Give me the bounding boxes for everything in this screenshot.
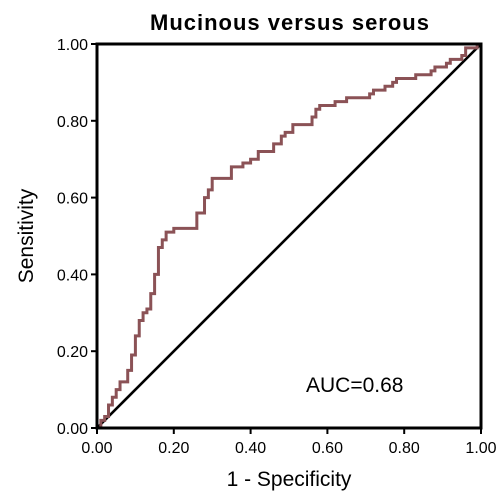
x-tick-label: 0.00 <box>81 440 112 457</box>
x-tick-label: 1.00 <box>465 440 496 457</box>
y-tick-label: 0.80 <box>57 114 88 131</box>
y-tick-label: 0.20 <box>57 344 88 361</box>
y-tick-label: 0.60 <box>57 191 88 208</box>
x-axis-label: 1 - Specificity <box>227 468 352 491</box>
roc-curve-line <box>97 42 481 430</box>
y-tick-label: 0.40 <box>57 267 88 284</box>
x-tick-label: 0.60 <box>312 440 343 457</box>
y-axis-label: Sensitivity <box>15 188 38 283</box>
x-tick-label: 0.80 <box>389 440 420 457</box>
reference-diagonal-line <box>96 43 482 429</box>
x-tick-label: 0.20 <box>158 440 189 457</box>
plot-area: 0.00 0.20 0.40 0.60 0.80 1.00 0.00 0.20 0.40 0.60… <box>57 37 497 457</box>
auc-annotation: AUC=0.68 <box>306 374 403 397</box>
y-tick-label: 0.00 <box>57 421 88 438</box>
chart-title: Mucinous versus serous <box>150 10 430 35</box>
plot-frame <box>95 42 483 430</box>
y-tick-label: 1.00 <box>57 37 88 54</box>
x-tick-label: 0.40 <box>235 440 266 457</box>
